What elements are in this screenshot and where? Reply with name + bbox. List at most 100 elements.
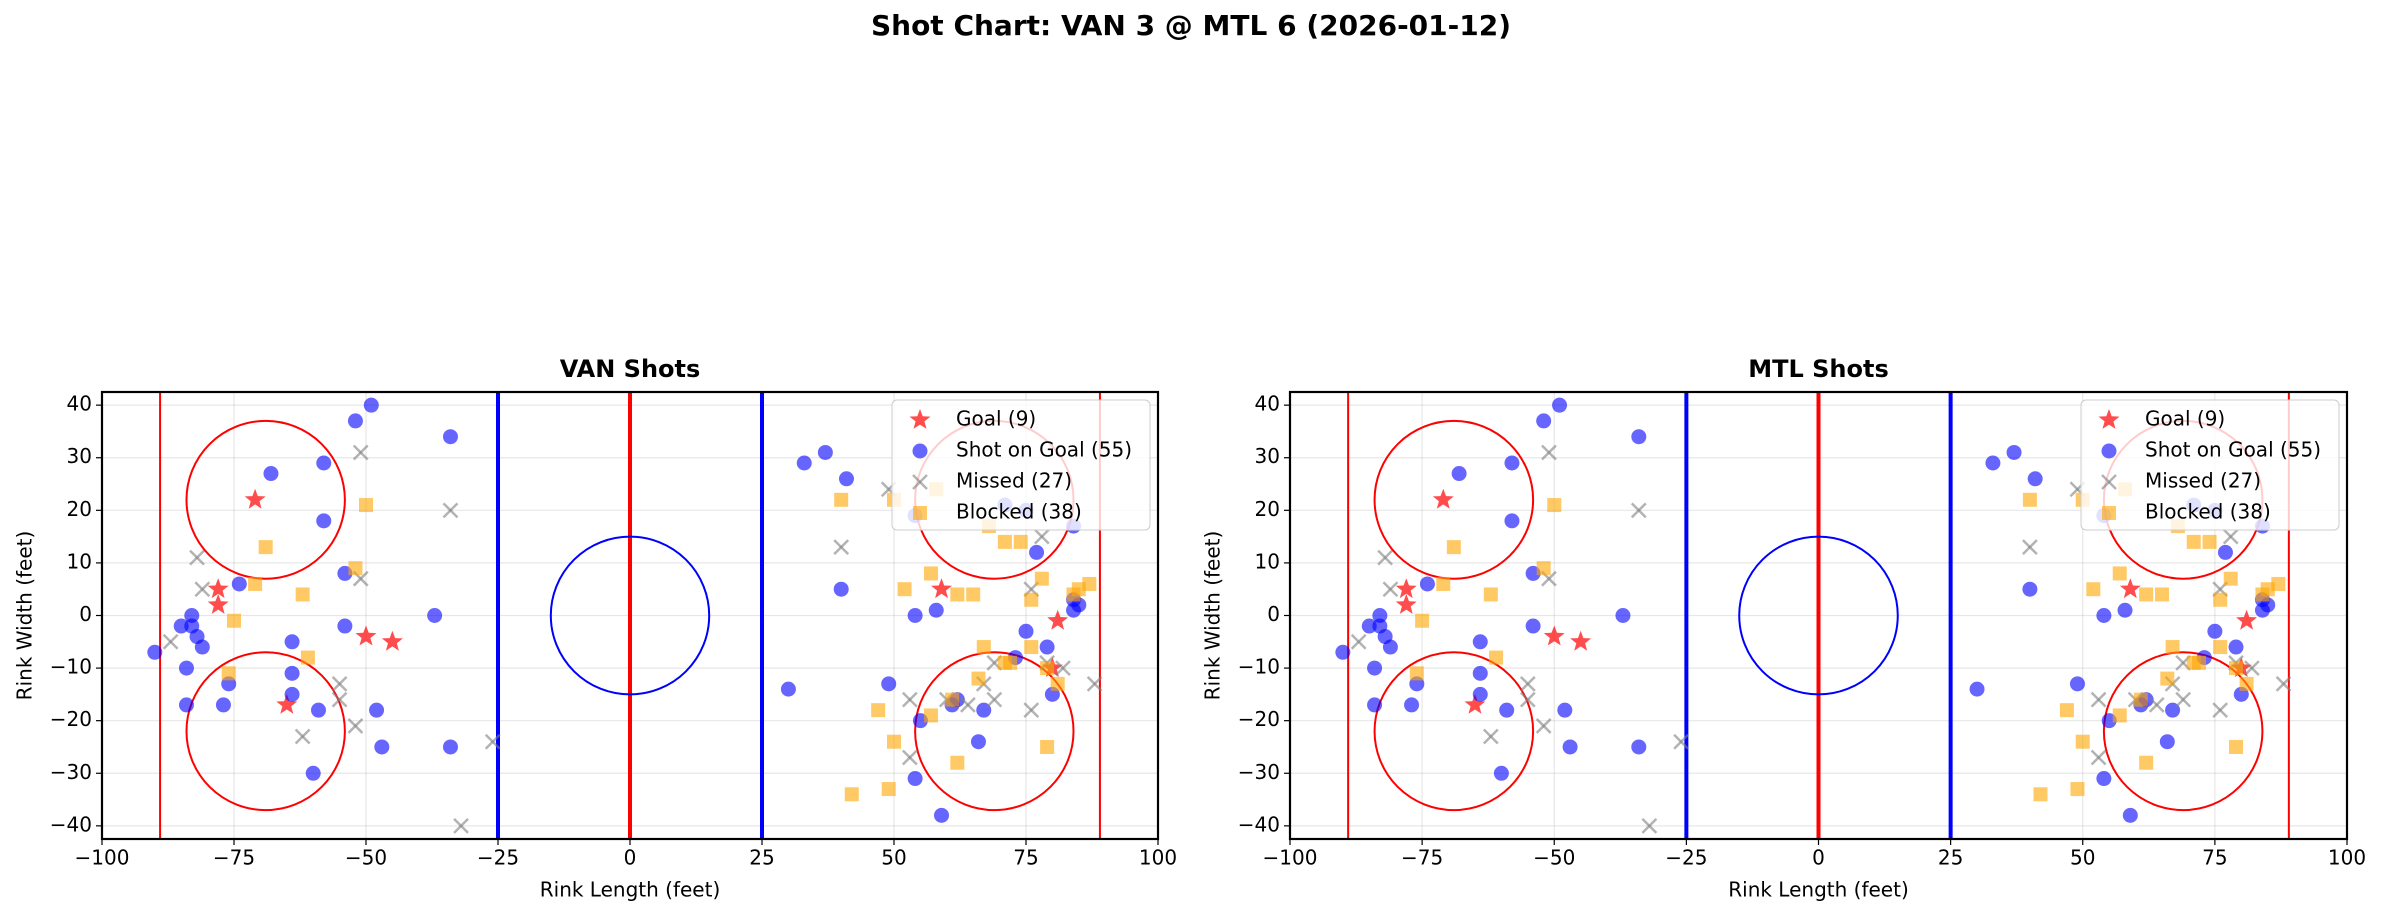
missed-stroke bbox=[1033, 528, 1050, 545]
axes-title: VAN Shots bbox=[560, 355, 701, 383]
legend-label: Goal (9) bbox=[2145, 407, 2225, 431]
missed-marker bbox=[1535, 718, 1552, 734]
shot-marker bbox=[1018, 623, 1034, 639]
legend-stroke bbox=[2101, 474, 2117, 490]
goal-marker bbox=[1543, 625, 1565, 646]
x-tick-label: −75 bbox=[1401, 846, 1443, 870]
blocked-marker bbox=[2260, 582, 2275, 597]
missed-stroke bbox=[1382, 581, 1399, 598]
blocked-marker bbox=[1040, 661, 1055, 676]
blocked-marker bbox=[2160, 671, 2175, 686]
x-tick-label: 100 bbox=[2328, 846, 2366, 870]
shot-marker bbox=[1372, 608, 1388, 623]
missed-marker bbox=[901, 749, 918, 766]
shot-marker bbox=[1615, 608, 1631, 623]
legend-marker bbox=[2101, 474, 2117, 490]
shot-marker bbox=[1499, 702, 1515, 718]
missed-marker bbox=[331, 691, 348, 708]
y-axis-label: Rink Width (feet) bbox=[13, 531, 37, 701]
missed-marker bbox=[294, 728, 311, 745]
missed-marker bbox=[2275, 675, 2292, 692]
missed-marker bbox=[194, 581, 211, 598]
shot-marker bbox=[1472, 634, 1488, 650]
blocked-marker bbox=[2223, 571, 2238, 586]
missed-stroke bbox=[331, 691, 348, 708]
blocked-marker bbox=[923, 566, 938, 581]
legend-label: Goal (9) bbox=[956, 407, 1036, 431]
legend-label: Shot on Goal (55) bbox=[956, 438, 1132, 462]
missed-stroke bbox=[2090, 749, 2107, 766]
blocked-marker bbox=[2075, 734, 2090, 749]
missed-marker bbox=[1055, 660, 1071, 676]
shot-marker bbox=[178, 697, 194, 713]
blocked-marker bbox=[2155, 587, 2170, 602]
x-tick-label: −75 bbox=[213, 846, 255, 870]
shot-marker bbox=[1631, 739, 1647, 755]
shot-marker bbox=[1029, 544, 1045, 560]
blocked-marker bbox=[844, 787, 859, 802]
blocked-marker bbox=[2022, 492, 2037, 507]
missed-marker bbox=[1519, 675, 1536, 692]
blocked-marker bbox=[1003, 655, 1018, 670]
y-tick-label: 40 bbox=[67, 392, 92, 416]
blocked-marker bbox=[2059, 703, 2074, 718]
blocked-marker bbox=[2192, 655, 2207, 670]
missed-stroke bbox=[2222, 528, 2239, 545]
shot-marker bbox=[970, 734, 986, 750]
blocked-marker bbox=[258, 540, 273, 555]
missed-stroke bbox=[901, 749, 918, 766]
shot-marker bbox=[1536, 413, 1552, 429]
blocked-marker bbox=[300, 650, 315, 665]
shot-marker bbox=[305, 765, 321, 781]
shot-marker bbox=[347, 413, 363, 429]
shot-marker bbox=[2217, 544, 2233, 560]
missed-marker bbox=[1519, 691, 1536, 708]
missed-stroke bbox=[194, 581, 211, 598]
shot-marker bbox=[173, 618, 189, 634]
shot-marker bbox=[1493, 765, 1509, 781]
x-tick-label: 0 bbox=[1812, 846, 1825, 870]
shot-marker bbox=[1557, 702, 1573, 718]
missed-stroke bbox=[2275, 675, 2292, 692]
missed-stroke bbox=[352, 444, 369, 461]
legend-stroke bbox=[912, 474, 928, 490]
blocked-marker bbox=[950, 755, 965, 770]
y-tick-label: 40 bbox=[1255, 392, 1280, 416]
blocked-marker bbox=[1409, 666, 1424, 681]
shot-marker bbox=[2006, 444, 2022, 460]
legend-marker bbox=[2098, 409, 2120, 429]
legend-marker bbox=[909, 409, 931, 429]
goal-marker bbox=[1395, 578, 1417, 599]
shot-marker bbox=[1361, 618, 1377, 634]
missed-marker bbox=[2212, 702, 2229, 719]
rink-markings bbox=[159, 392, 1101, 839]
goal-marker bbox=[1432, 488, 1454, 509]
shot-marker bbox=[194, 639, 210, 655]
missed-stroke bbox=[1519, 675, 1536, 692]
shot-marker bbox=[838, 471, 854, 487]
x-tick-label: −100 bbox=[75, 846, 130, 870]
blocked-marker bbox=[2165, 640, 2180, 655]
missed-marker bbox=[901, 691, 918, 708]
y-tick-label: −40 bbox=[50, 812, 92, 836]
center-circle bbox=[1738, 535, 1899, 696]
x-tick-label: 25 bbox=[1938, 846, 1963, 870]
goal-marker bbox=[276, 693, 298, 714]
shot-marker bbox=[1382, 639, 1398, 655]
missed-stroke bbox=[352, 570, 369, 587]
missed-stroke bbox=[2148, 697, 2165, 713]
y-tick-label: 20 bbox=[67, 497, 92, 521]
shot-marker bbox=[363, 397, 379, 413]
missed-marker bbox=[960, 697, 976, 713]
shot-marker bbox=[1039, 639, 1055, 655]
missed-stroke bbox=[2243, 660, 2260, 676]
shot-marker bbox=[1335, 644, 1351, 660]
points bbox=[1335, 397, 2292, 834]
goal-marker bbox=[381, 630, 403, 651]
blocked-marker bbox=[1489, 650, 1504, 665]
blocked-marker bbox=[359, 498, 373, 513]
shot-marker bbox=[1562, 739, 1578, 755]
shot-marker bbox=[934, 807, 950, 823]
blocked-marker bbox=[2112, 566, 2127, 581]
shot-marker bbox=[316, 455, 332, 471]
